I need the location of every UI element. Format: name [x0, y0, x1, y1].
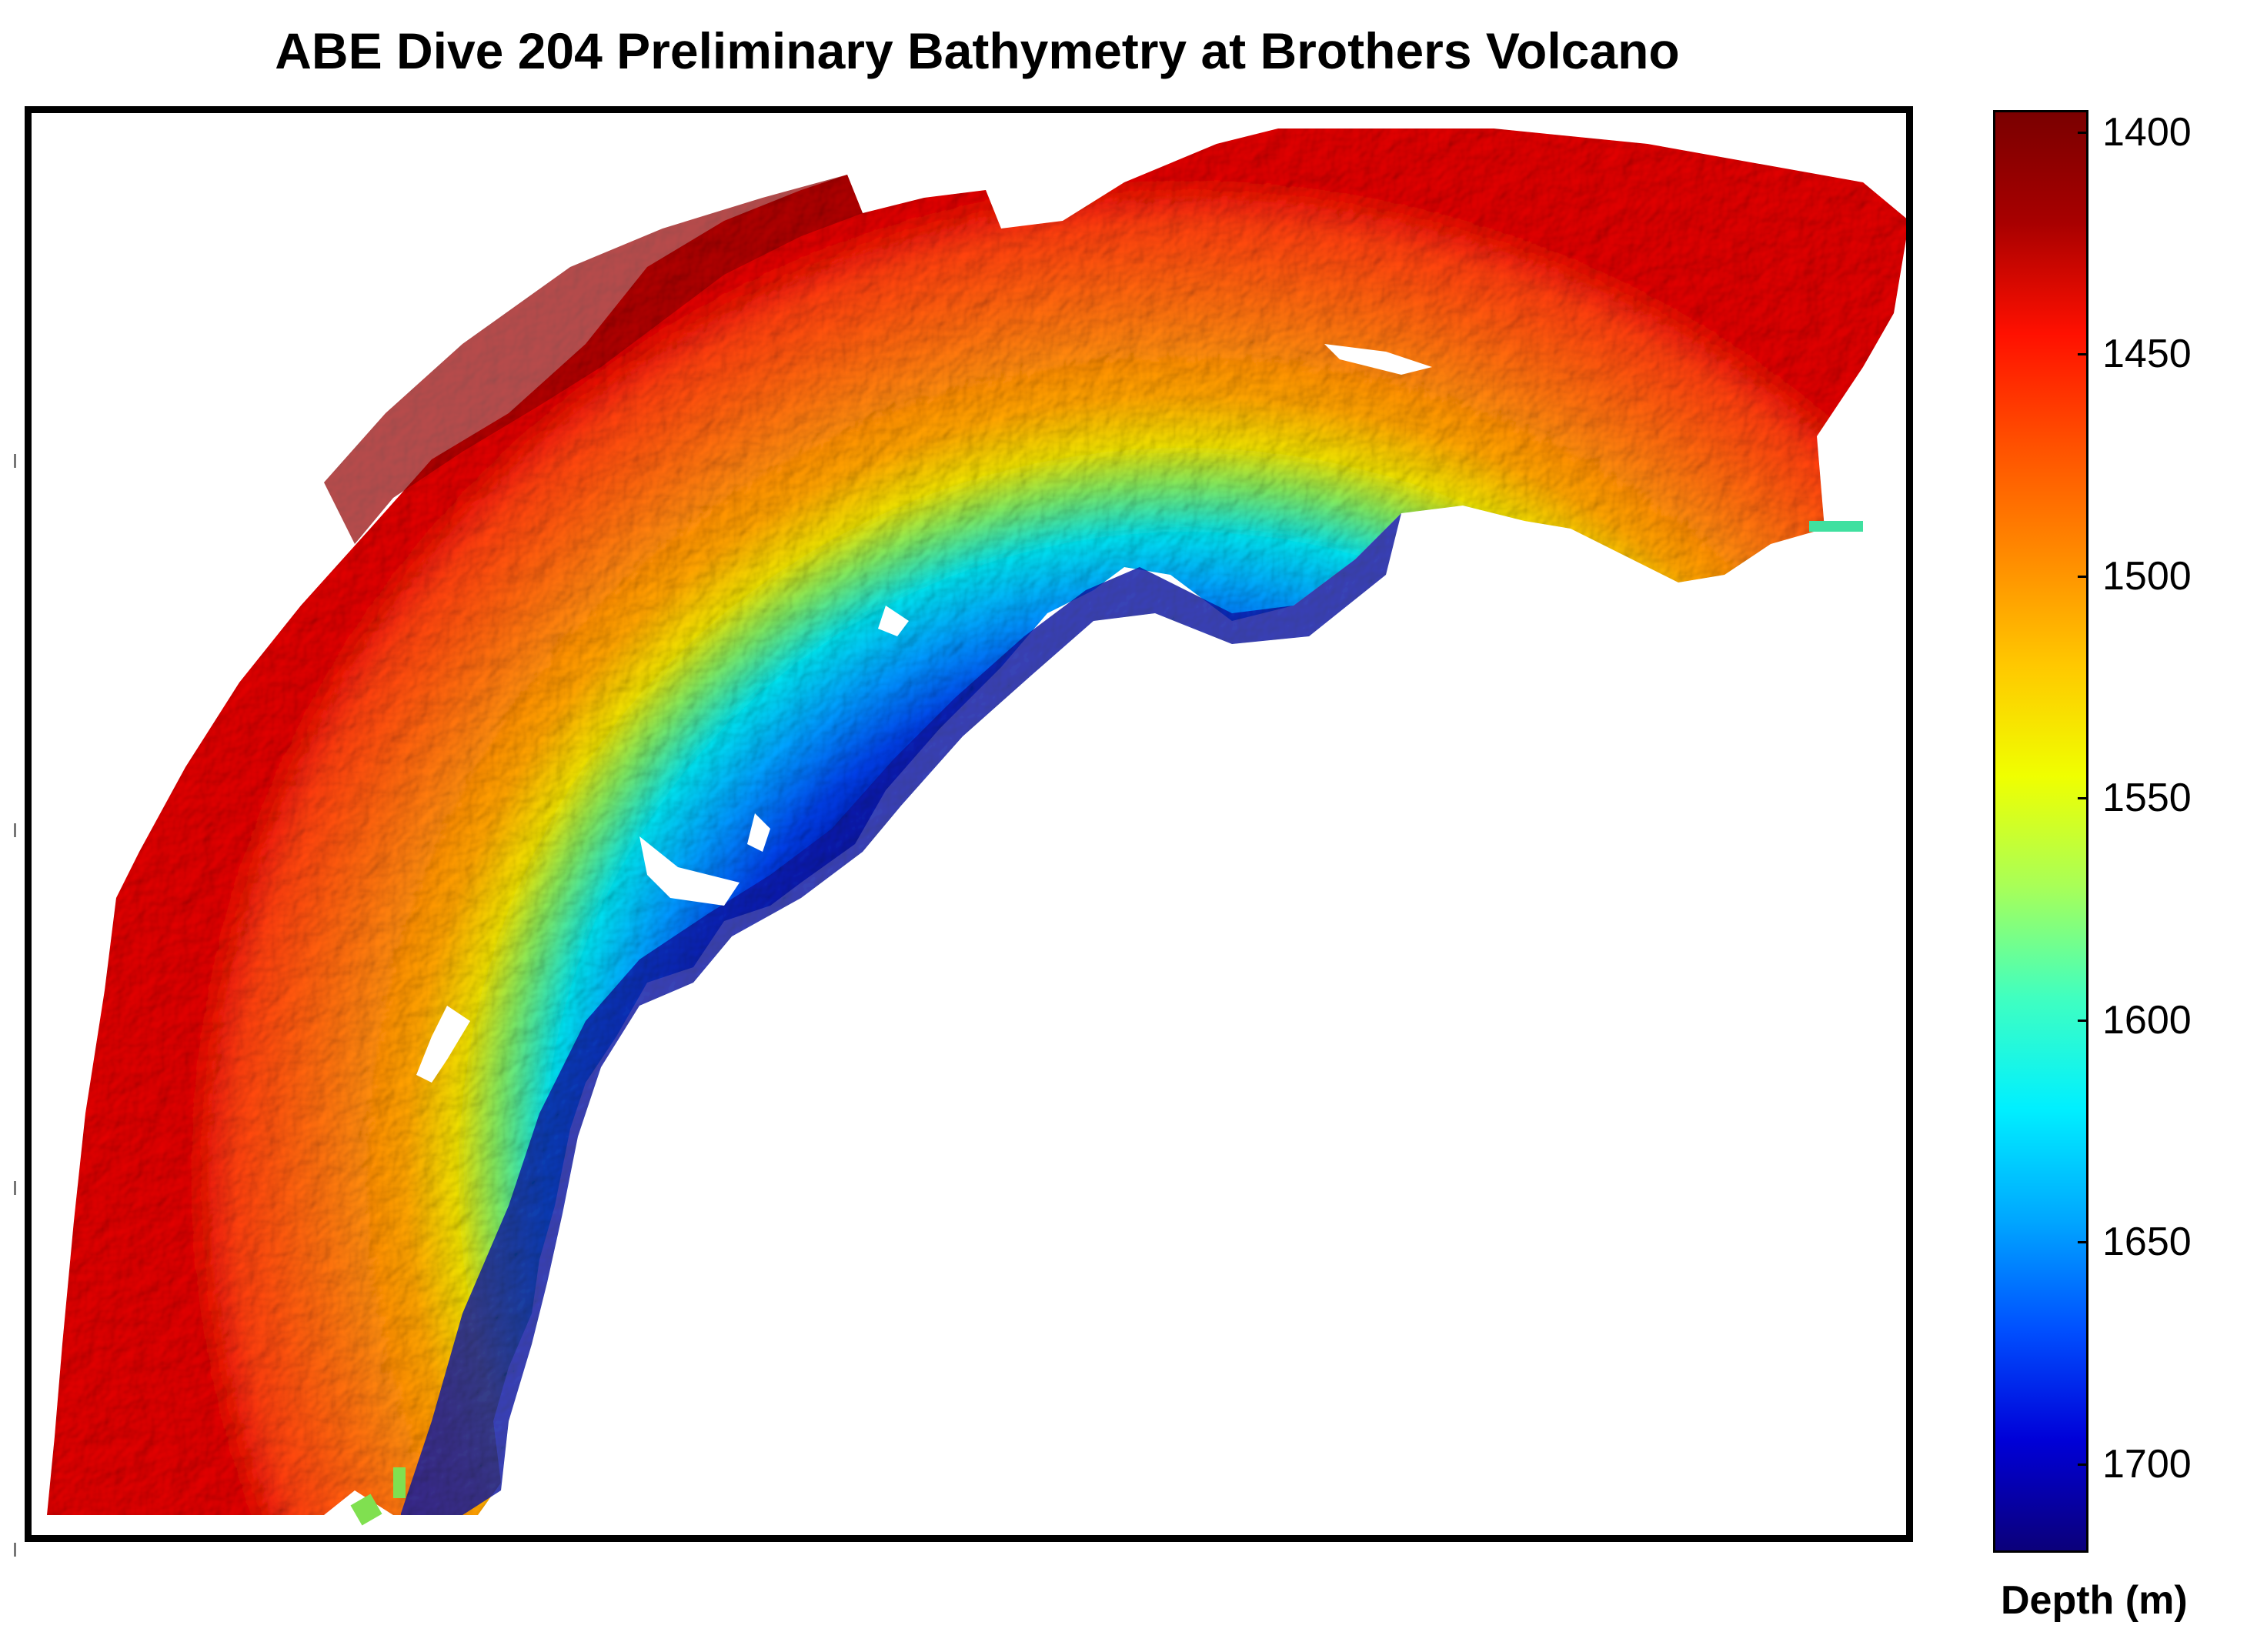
map-title: ABE Dive 204 Preliminary Bathymetry at B… — [275, 22, 1680, 79]
colorbar-tick-mark — [2078, 131, 2088, 134]
map-axis-tick — [14, 1181, 16, 1195]
bathymetry-crescent — [47, 128, 1906, 1515]
colorbar-tick-mark — [2078, 1463, 2088, 1466]
map-axis-tick — [14, 454, 16, 468]
colorbar-tick-label: 1550 — [2102, 776, 2192, 821]
colorbar-tick-label: 1400 — [2102, 109, 2192, 155]
bathymetry-map — [25, 106, 1913, 1542]
colorbar-ticks: 1400 1450 1500 1550 1600 1650 1700 — [2078, 109, 2204, 1553]
colorbar-tick-mark — [2078, 1019, 2088, 1022]
no-data-gap — [1324, 344, 1432, 375]
colorbar-tick-mark — [2078, 797, 2088, 800]
no-data-gap — [878, 606, 909, 636]
colorbar-tick-label: 1600 — [2102, 997, 2192, 1043]
colorbar-label: Depth (m) — [2001, 1578, 2188, 1623]
survey-fragment — [1809, 521, 1863, 532]
colorbar-tick-label: 1700 — [2102, 1441, 2192, 1487]
colorbar-tick-mark — [2078, 353, 2088, 356]
colorbar-tick-label: 1500 — [2102, 553, 2192, 599]
bathymetry-surface — [47, 128, 1906, 1526]
no-data-gap — [639, 836, 740, 906]
depth-colorbar — [1993, 110, 2088, 1553]
map-axis-tick — [14, 1543, 16, 1557]
colorbar-tick-mark — [2078, 1241, 2088, 1244]
colorbar-tick-label: 1450 — [2102, 332, 2192, 377]
colorbar-tick-label: 1650 — [2102, 1220, 2192, 1265]
no-data-gap — [416, 1006, 470, 1083]
survey-fragment — [350, 1493, 382, 1526]
survey-fragment — [393, 1467, 406, 1498]
shallow-summit — [324, 175, 863, 544]
map-axis-tick — [14, 823, 16, 837]
colorbar-tick-mark — [2078, 575, 2088, 578]
deep-inner-rim — [401, 513, 1401, 1515]
no-data-gap — [747, 813, 770, 852]
